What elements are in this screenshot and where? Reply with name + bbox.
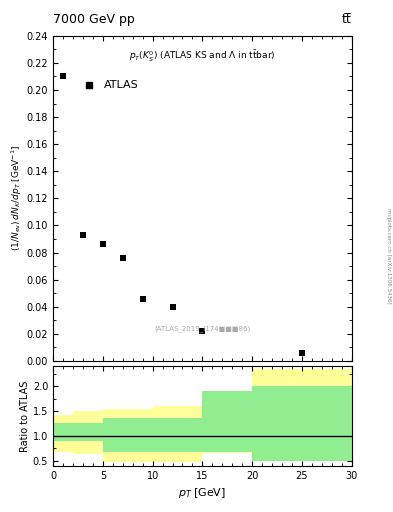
Bar [252, 386, 352, 461]
Text: tt̅: tt̅ [342, 13, 352, 26]
Bar [53, 423, 73, 441]
Bar [103, 409, 152, 462]
Bar [73, 423, 103, 441]
Bar [103, 418, 152, 452]
Text: $p_T(K^0_S)$ (ATLAS KS and $\Lambda$ in t$\bar{\rm t}$bar): $p_T(K^0_S)$ (ATLAS KS and $\Lambda$ in … [129, 49, 275, 64]
Text: (ATLAS_2019_I174■■■86): (ATLAS_2019_I174■■■86) [154, 325, 250, 332]
Y-axis label: $(1/N_\mathrm{ev})\,dN_K/dp_T\;[\mathrm{GeV}^{-1}]$: $(1/N_\mathrm{ev})\,dN_K/dp_T\;[\mathrm{… [9, 145, 24, 251]
Text: 7000 GeV pp: 7000 GeV pp [53, 13, 135, 26]
Y-axis label: Ratio to ATLAS: Ratio to ATLAS [20, 380, 30, 452]
Bar [73, 411, 103, 455]
Bar [152, 418, 202, 452]
Bar [53, 415, 73, 452]
Bar [252, 369, 352, 461]
X-axis label: $p_T\;[\mathrm{GeV}]$: $p_T\;[\mathrm{GeV}]$ [178, 486, 226, 500]
Bar [152, 406, 202, 462]
Text: ATLAS: ATLAS [104, 79, 139, 90]
Text: mcplots.cern.ch [arXiv:1306.3436]: mcplots.cern.ch [arXiv:1306.3436] [386, 208, 391, 304]
Bar [202, 394, 252, 454]
Bar [202, 391, 252, 452]
